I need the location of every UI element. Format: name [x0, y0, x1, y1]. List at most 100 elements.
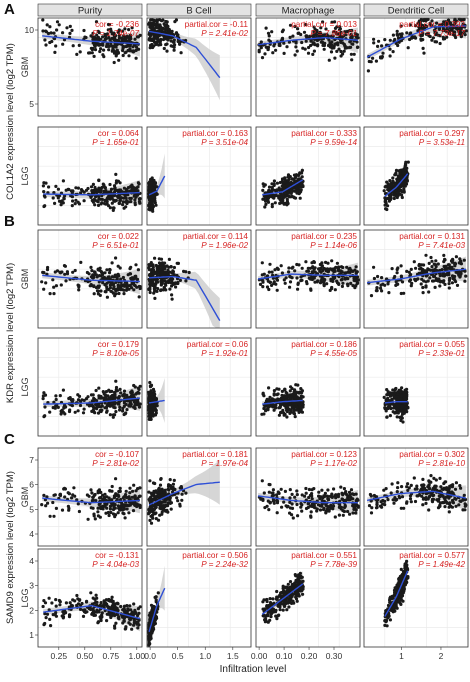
data-point — [87, 518, 90, 521]
data-point — [294, 392, 297, 395]
data-point — [149, 18, 152, 21]
data-point — [427, 508, 430, 511]
data-point — [136, 391, 139, 394]
data-point — [394, 172, 397, 175]
data-point — [286, 505, 289, 508]
data-point — [173, 266, 176, 269]
p-value-annotation: P = 1.92e-01 — [201, 349, 248, 358]
data-point — [371, 57, 374, 60]
data-point — [57, 188, 60, 191]
data-point — [60, 283, 63, 286]
data-point — [326, 488, 329, 491]
data-point — [321, 44, 324, 47]
data-point — [133, 404, 136, 407]
data-point — [124, 51, 127, 54]
data-point — [64, 279, 67, 282]
data-point — [320, 41, 323, 44]
data-point — [259, 283, 262, 286]
data-point — [383, 503, 386, 506]
data-point — [323, 48, 326, 51]
data-point — [174, 285, 177, 288]
data-point — [279, 198, 282, 201]
data-point — [297, 263, 300, 266]
data-point — [408, 38, 411, 41]
data-point — [407, 46, 410, 49]
data-point — [105, 268, 108, 271]
data-point — [325, 510, 328, 513]
data-point — [133, 188, 136, 191]
data-point — [288, 403, 291, 406]
data-point — [393, 197, 396, 200]
data-point — [463, 498, 466, 501]
data-point — [42, 190, 45, 193]
data-point — [159, 484, 162, 487]
data-point — [288, 511, 291, 514]
data-point — [465, 29, 468, 32]
data-point — [43, 414, 46, 417]
data-point — [370, 294, 373, 297]
correlation-annotation: partial.cor = 0.333 — [291, 129, 357, 138]
data-point — [328, 42, 331, 45]
data-point — [348, 491, 351, 494]
data-point — [115, 276, 118, 279]
strip-label-1: B Cell — [186, 6, 211, 17]
data-point — [93, 55, 96, 58]
data-point — [402, 292, 405, 295]
data-point — [114, 173, 117, 176]
data-point — [56, 269, 59, 272]
data-point — [455, 481, 458, 484]
data-point — [434, 259, 437, 262]
data-point — [153, 183, 156, 186]
data-point — [104, 290, 107, 293]
data-point — [77, 284, 80, 287]
data-point — [380, 276, 383, 279]
data-point — [368, 504, 371, 507]
data-point — [458, 275, 461, 278]
cancer-label-A-GBM: GBM — [20, 57, 30, 78]
data-point — [405, 177, 408, 180]
data-point — [298, 185, 301, 188]
data-point — [301, 47, 304, 50]
data-point — [98, 396, 101, 399]
data-point — [109, 505, 112, 508]
data-point — [130, 197, 133, 200]
data-point — [124, 200, 127, 203]
data-point — [164, 265, 167, 268]
data-point — [392, 403, 395, 406]
data-point — [159, 289, 162, 292]
data-point — [71, 399, 74, 402]
data-point — [180, 485, 183, 488]
data-point — [62, 406, 65, 409]
data-point — [401, 417, 404, 420]
data-point — [388, 179, 391, 182]
data-point — [266, 48, 269, 51]
data-point — [266, 285, 269, 288]
data-point — [458, 257, 461, 260]
data-point — [298, 391, 301, 394]
data-point — [104, 512, 107, 515]
data-point — [176, 499, 179, 502]
data-point — [175, 496, 178, 499]
data-point — [348, 267, 351, 270]
data-point — [154, 36, 157, 39]
data-point — [329, 507, 332, 510]
data-point — [372, 266, 375, 269]
data-point — [448, 277, 451, 280]
data-point — [268, 186, 271, 189]
data-point — [133, 503, 136, 506]
data-point — [55, 284, 58, 287]
data-point — [279, 405, 282, 408]
data-point — [381, 52, 384, 55]
data-point — [298, 191, 301, 194]
data-point — [439, 501, 442, 504]
data-point — [49, 292, 52, 295]
data-point — [99, 289, 102, 292]
data-point — [385, 409, 388, 412]
data-point — [265, 27, 268, 30]
data-point — [353, 286, 356, 289]
data-point — [118, 202, 121, 205]
y-tick-label: 5 — [29, 504, 34, 514]
data-point — [112, 413, 115, 416]
